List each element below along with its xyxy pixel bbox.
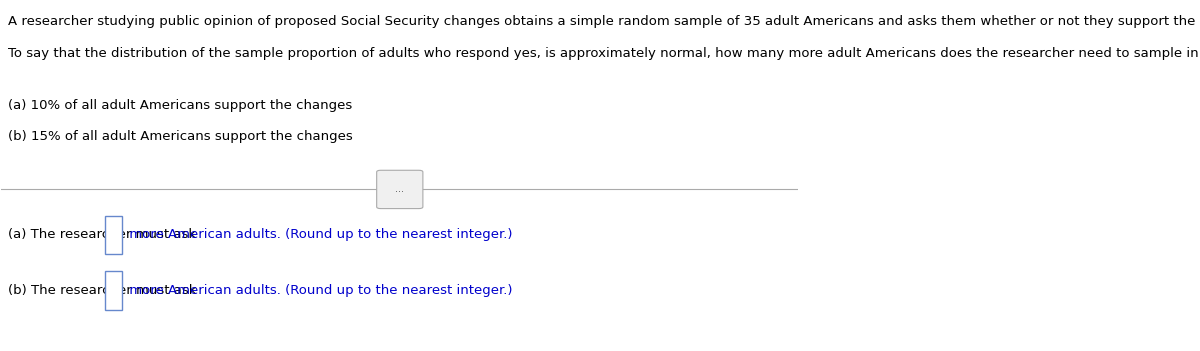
FancyBboxPatch shape xyxy=(104,216,122,254)
FancyBboxPatch shape xyxy=(104,271,122,310)
Text: (a) The researcher must ask: (a) The researcher must ask xyxy=(7,228,200,241)
Text: To say that the distribution of the sample proportion of adults who respond yes,: To say that the distribution of the samp… xyxy=(7,47,1200,60)
Text: A researcher studying public opinion of proposed Social Security changes obtains: A researcher studying public opinion of … xyxy=(7,15,1200,28)
Text: more American adults. (Round up to the nearest integer.): more American adults. (Round up to the n… xyxy=(125,228,512,241)
Text: (b) The researcher must ask: (b) The researcher must ask xyxy=(7,284,200,297)
Text: more American adults. (Round up to the nearest integer.): more American adults. (Round up to the n… xyxy=(125,284,512,297)
FancyBboxPatch shape xyxy=(377,170,422,208)
Text: (b) 15% of all adult Americans support the changes: (b) 15% of all adult Americans support t… xyxy=(7,130,353,143)
Text: (a) 10% of all adult Americans support the changes: (a) 10% of all adult Americans support t… xyxy=(7,99,352,112)
Text: ...: ... xyxy=(395,184,404,194)
